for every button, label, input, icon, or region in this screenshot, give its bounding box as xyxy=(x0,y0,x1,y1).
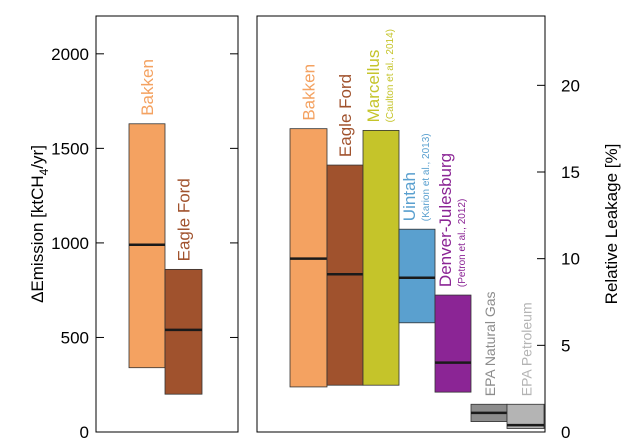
bar-label: EPA Petroleum xyxy=(519,302,535,396)
y-axis-label: Relative Leakage [%] xyxy=(602,144,621,305)
bar-reference: (Petron et al., 2012) xyxy=(457,199,468,287)
bar xyxy=(398,228,436,324)
bar-label: Denver-Julesburg xyxy=(436,153,455,287)
left-panel: 0 500 1000 1500 2000 ΔEmission [ktCH4/yr] Bakk… xyxy=(28,15,239,442)
y-tick-label: 20 xyxy=(561,76,580,95)
y-tick-label: 15 xyxy=(561,163,580,182)
bar xyxy=(362,129,400,386)
right-panel: 0 5 10 15 20 Relative Leakage [%] Bakken Eagle … xyxy=(256,15,621,442)
y-tick-label: 10 xyxy=(561,250,580,269)
y-tick-label: 500 xyxy=(61,328,89,347)
bar-label: Bakken xyxy=(138,59,157,116)
y-tick-label: 5 xyxy=(561,336,570,355)
y-tick-label: 1000 xyxy=(51,234,89,253)
y-axis-label: ΔEmission [ktCH4/yr] xyxy=(28,145,51,303)
bar-label: Marcellus xyxy=(364,50,383,123)
bar-reference: (Karion et al., 2013) xyxy=(421,133,432,221)
bar-label: Eagle Ford xyxy=(175,178,194,261)
y-tick-label: 0 xyxy=(80,423,89,440)
y-tick-label: 2000 xyxy=(51,45,89,64)
bar xyxy=(164,268,203,395)
bar-label: Uintah xyxy=(400,172,419,221)
y-tick-label: 1500 xyxy=(51,139,89,158)
bar-reference: (Caulton et al., 2014) xyxy=(385,29,396,122)
left-frame xyxy=(95,15,239,433)
right-frame xyxy=(256,15,546,433)
bar-label: Bakken xyxy=(300,64,319,121)
y-tick-label: 0 xyxy=(561,423,570,440)
bar-label: EPA Natural Gas xyxy=(482,291,498,396)
bar-label: Eagle Ford xyxy=(336,74,355,157)
bar xyxy=(434,294,472,393)
